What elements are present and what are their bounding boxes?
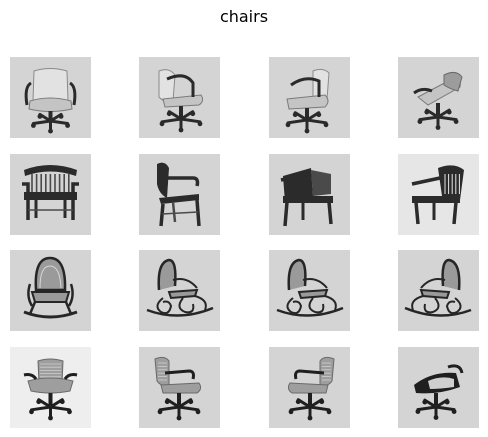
chair-image: [398, 57, 479, 138]
office-armchair-icon: [24, 68, 77, 134]
chair-image: [269, 57, 350, 138]
figure-title: chairs: [219, 7, 269, 26]
rocking-chair-icon: [23, 256, 78, 319]
rocking-chair-icon: [404, 258, 472, 317]
chair-image: [139, 347, 220, 428]
wooden-armchair-icon: [280, 168, 333, 227]
chair-image: [10, 154, 91, 235]
chair-image: [139, 154, 220, 235]
wooden-armchair-icon: [157, 162, 201, 227]
chair-image: [139, 250, 220, 331]
swivel-chair-icon: [154, 356, 202, 421]
chair-image: [139, 57, 220, 138]
office-armchair-icon: [413, 71, 463, 130]
chair-image: [398, 347, 479, 428]
rocking-chair-icon: [146, 258, 214, 317]
chair-image: [10, 250, 91, 331]
chair-image: [269, 250, 350, 331]
wooden-armchair-icon: [411, 165, 464, 225]
chair-image: [398, 154, 479, 235]
chair-image: [398, 250, 479, 331]
chair-image: [10, 347, 91, 428]
chair-image: [269, 154, 350, 235]
rocking-chair-icon: [276, 258, 344, 317]
office-armchair-icon: [158, 69, 204, 133]
swivel-chair-icon: [414, 364, 464, 420]
swivel-chair-icon: [23, 358, 78, 421]
office-armchair-icon: [285, 68, 330, 134]
chair-image: [269, 347, 350, 428]
chair-image: [10, 57, 91, 138]
wooden-armchair-icon: [22, 165, 79, 220]
swivel-chair-icon: [287, 356, 335, 421]
